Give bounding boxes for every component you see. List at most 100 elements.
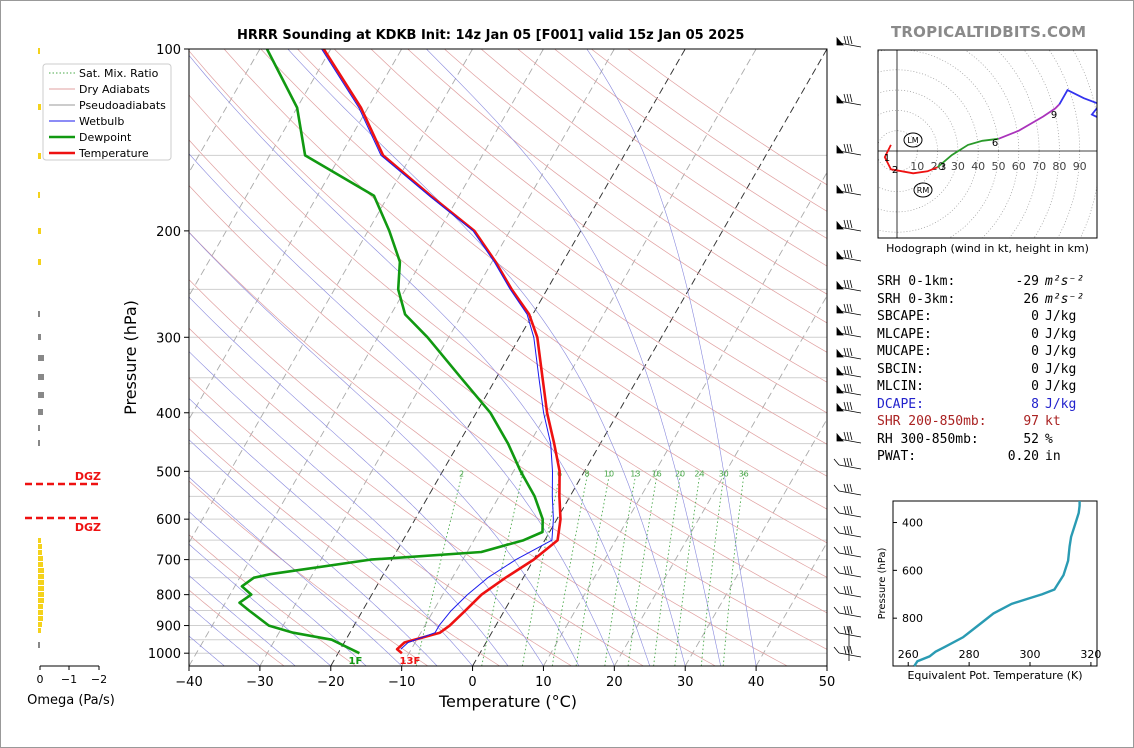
x-tick-label: 30 — [677, 675, 694, 690]
omega-bar-yellow — [38, 550, 42, 555]
hodo-height-label: 1 — [884, 153, 890, 164]
wind-barb-tick — [843, 605, 847, 615]
wind-barb-tick — [843, 365, 847, 375]
stat-unit: J/kg — [1045, 326, 1077, 342]
omega-bar-gray — [38, 392, 44, 398]
wind-barb-tick — [846, 143, 850, 153]
dry-adiabat — [260, 49, 827, 477]
wind-barb-tick — [843, 457, 847, 467]
thetae-x-axis-label: Equivalent Pot. Temperature (K) — [907, 669, 1082, 682]
wind-barb — [838, 332, 862, 338]
wind-barb-tick — [846, 279, 850, 289]
wind-barb-pennant — [836, 384, 844, 394]
pseudoadiabat — [189, 511, 367, 666]
dry-adiabat — [189, 480, 429, 666]
x-tick-label: 0 — [468, 675, 476, 690]
stat-label: MLCAPE: — [877, 326, 932, 342]
mixing-ratio-line — [415, 471, 464, 666]
wind-barb-tick — [846, 383, 850, 393]
x-tick-label: −20 — [317, 675, 344, 690]
wind-barb-pennant — [836, 220, 844, 230]
stat-unit: J/kg — [1045, 379, 1077, 394]
wind-barb-pennant — [836, 94, 844, 104]
hodo-trace — [1058, 88, 1097, 119]
y-tick-label: 800 — [156, 589, 181, 604]
y-tick-label: 1000 — [148, 647, 181, 662]
wind-barb — [838, 372, 862, 378]
omega-bar-gray — [38, 334, 41, 340]
y-tick-label: 500 — [156, 465, 181, 480]
omega-bar-yellow — [38, 544, 42, 549]
isotherm-highlight — [472, 49, 827, 666]
y-tick-label: 100 — [156, 43, 181, 58]
wind-barb — [838, 552, 862, 558]
wind-barb-tick — [849, 457, 853, 467]
stat-label: PWAT: — [877, 449, 917, 464]
wind-barb-tick — [849, 365, 853, 375]
surface-temperature-label: 13F — [400, 656, 421, 667]
wind-barb-tick — [843, 183, 847, 193]
omega-bar-yellow — [38, 610, 43, 615]
stat-label: SRH 0-3km: — [877, 291, 956, 307]
wind-barb-tick — [849, 605, 853, 615]
omega-bar-yellow — [38, 104, 41, 110]
wind-barb-pennant — [836, 366, 844, 376]
wind-barb-tick — [843, 401, 847, 411]
wind-barb-tick — [843, 505, 847, 515]
hodo-ring-label: 10 — [910, 160, 924, 173]
wind-barb — [838, 512, 862, 518]
hodo-ring-label: 70 — [1032, 160, 1046, 173]
stat-label: SHR 200-850mb: — [877, 414, 987, 429]
omega-bar-gray — [38, 374, 44, 380]
wind-barb-tick — [849, 347, 853, 357]
dry-adiabat — [517, 49, 827, 267]
stat-label: SRH 0-1km: — [877, 274, 956, 289]
wind-barb — [838, 464, 862, 470]
wind-barb-tick — [843, 625, 847, 635]
mixing-ratio-label: 8 — [585, 470, 590, 479]
pseudoadiabat — [189, 296, 544, 666]
series-line-dewpoint — [238, 49, 544, 655]
wind-barb-flag — [833, 506, 840, 514]
hodo-ring-label: 80 — [1052, 160, 1066, 173]
wind-barb-pennant — [836, 250, 844, 260]
wind-barb-tick — [843, 525, 847, 535]
dgz-label: DGZ — [75, 470, 101, 483]
omega-bar-gray — [38, 355, 44, 361]
wind-barb-flag — [833, 458, 840, 466]
stat-label: DCAPE: — [877, 396, 924, 412]
wind-barb — [838, 532, 862, 538]
pseudoadiabat — [189, 476, 402, 666]
wind-barb-flag — [833, 526, 840, 534]
stat-unit: in — [1045, 449, 1061, 464]
wind-barb-pennant — [836, 304, 844, 314]
dry-adiabat — [297, 49, 827, 445]
wind-barb-tick — [846, 545, 850, 555]
wind-barb-pennant — [836, 36, 844, 46]
wind-barb-tick — [846, 93, 850, 103]
pseudoadiabat — [189, 54, 651, 666]
wind-barb-tick — [846, 365, 850, 375]
pseudoadiabat — [189, 153, 615, 666]
x-tick-label: 10 — [535, 675, 552, 690]
wind-barb-tick — [846, 565, 850, 575]
wind-barb-tick — [849, 505, 853, 515]
y-axis-label: Pressure (hPa) — [121, 300, 140, 415]
pseudoadiabat — [287, 49, 686, 666]
wind-barb-tick — [843, 219, 847, 229]
y-tick-label: 700 — [156, 554, 181, 569]
wind-barb-tick — [849, 249, 853, 259]
dry-adiabat — [189, 327, 644, 666]
wind-barb-tick — [849, 645, 853, 655]
wind-barb-pennant — [836, 348, 844, 358]
wind-barb-pennant — [836, 184, 844, 194]
wind-barb-tick — [843, 303, 847, 313]
mixing-ratio-label: 16 — [652, 470, 662, 479]
omega-bar-yellow — [38, 628, 41, 633]
dry-adiabat — [333, 49, 827, 414]
omega-bar-yellow — [38, 153, 41, 159]
pseudoadiabat — [189, 439, 438, 666]
mixing-ratio-label: 10 — [604, 470, 614, 479]
wind-barb-flag — [833, 484, 840, 492]
